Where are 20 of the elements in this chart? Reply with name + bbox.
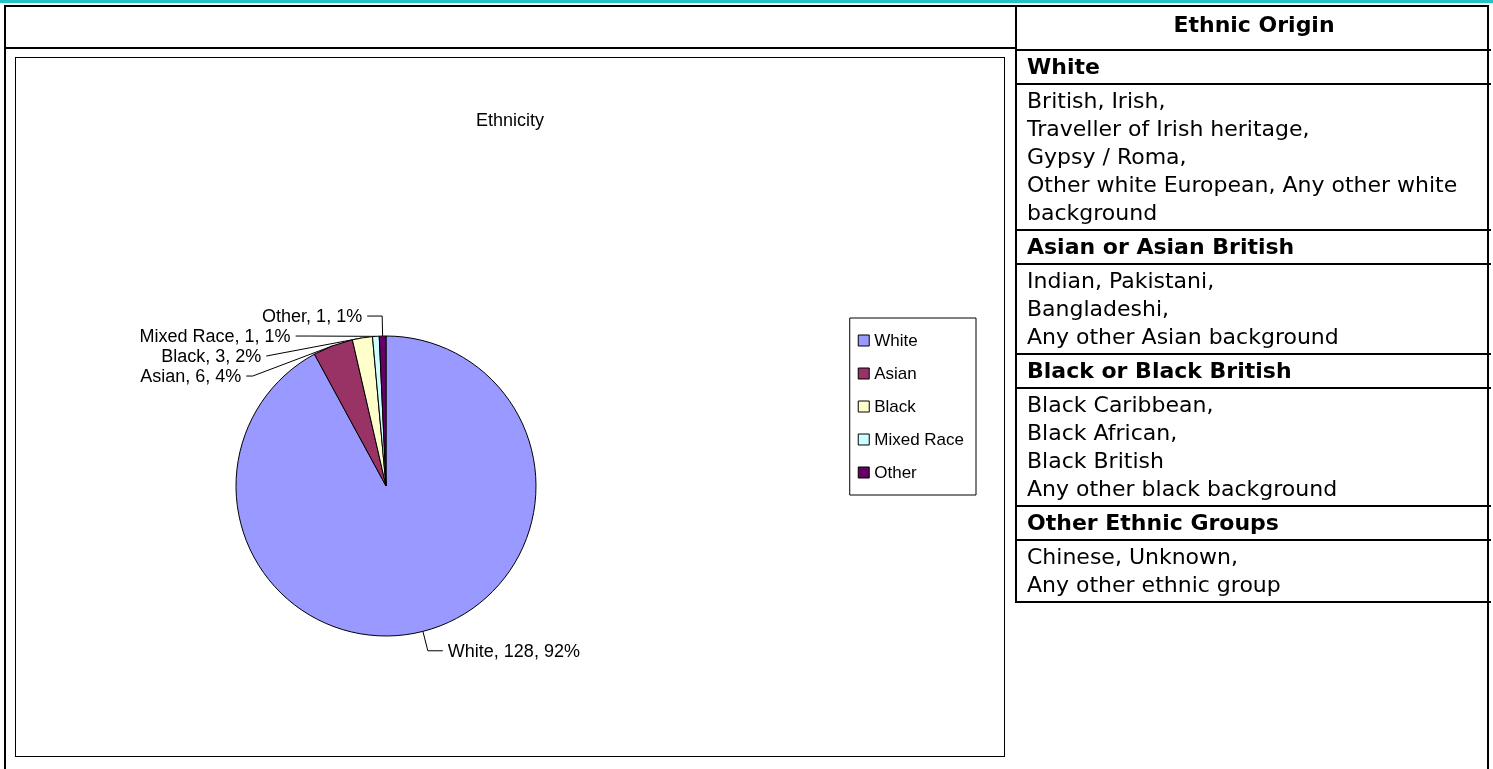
text: Ethnic Origin	[1017, 5, 1491, 51]
chart-title: Ethnicity	[475, 110, 545, 130]
text: Indian, Pakistani, Bangladeshi, Any other Asian background	[1017, 265, 1491, 355]
text: Chinese, Unknown, Any other ethnic group	[1017, 541, 1491, 603]
legend-label: Mixed Race	[874, 430, 965, 449]
text: Black or Black British	[1017, 355, 1491, 389]
data-label: White, 128, 92%	[447, 640, 580, 661]
data-label: Mixed Race, 1, 1%	[139, 326, 291, 347]
legend-label: Other	[874, 463, 918, 482]
text: Other Ethnic Groups	[1017, 507, 1491, 541]
text: White	[1017, 51, 1491, 85]
data-label: Asian, 6, 4%	[140, 366, 242, 387]
legend-label: White	[874, 331, 918, 350]
data-label: Black, 3, 2%	[161, 346, 262, 367]
legend-label: Asian	[874, 364, 917, 383]
text: Asian or Asian British	[1017, 231, 1491, 265]
legend-label: Black	[874, 397, 917, 416]
text: Black Caribbean, Black African, Black British Any other black background	[1017, 389, 1491, 507]
text: British, Irish, Traveller of Irish heritage, Gypsy / Roma, Other white European, Any other white background	[1017, 85, 1491, 231]
data-label: Other, 1, 1%	[262, 306, 363, 327]
